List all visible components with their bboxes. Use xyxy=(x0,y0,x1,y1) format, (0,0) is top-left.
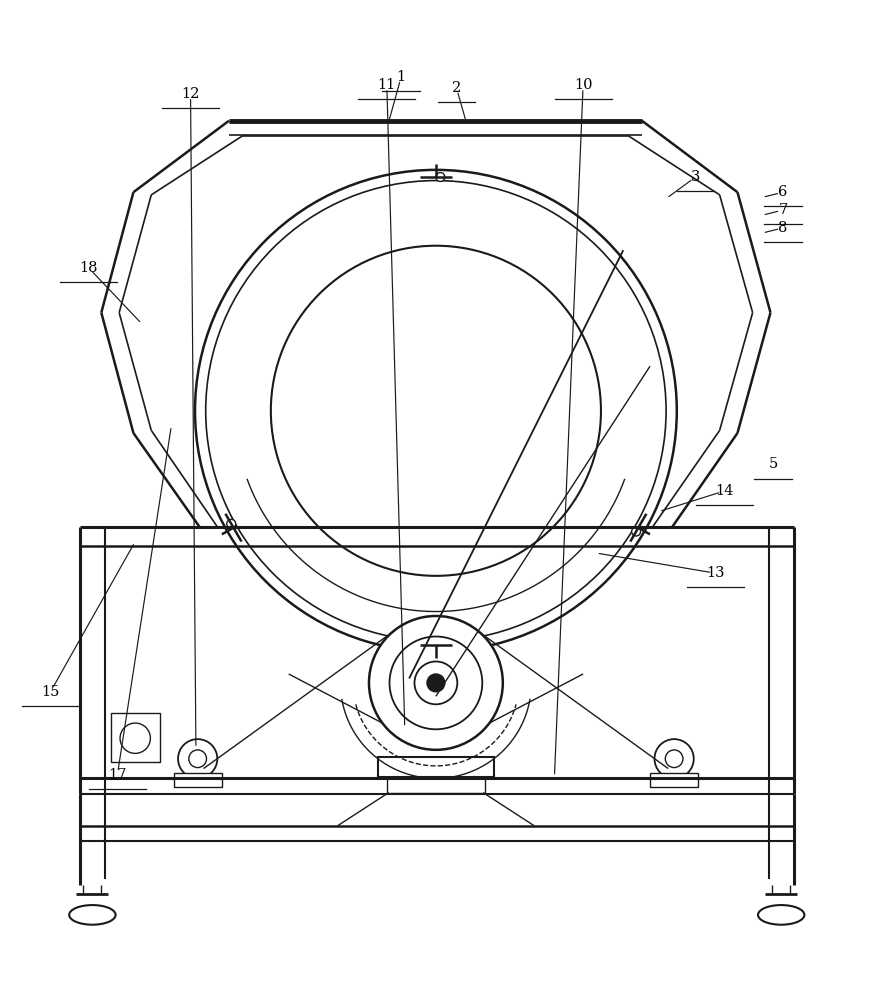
Circle shape xyxy=(435,173,444,181)
Text: 7: 7 xyxy=(778,203,787,217)
Text: 14: 14 xyxy=(714,484,732,498)
Text: 15: 15 xyxy=(41,685,60,699)
Bar xyxy=(173,773,222,787)
Text: 10: 10 xyxy=(573,78,592,92)
Text: 12: 12 xyxy=(181,87,199,101)
Circle shape xyxy=(189,750,207,768)
Circle shape xyxy=(271,246,600,576)
Text: 18: 18 xyxy=(80,261,98,275)
Circle shape xyxy=(389,637,482,729)
Circle shape xyxy=(226,519,235,528)
Circle shape xyxy=(654,739,693,778)
Circle shape xyxy=(368,616,502,750)
Text: 3: 3 xyxy=(690,170,699,184)
Circle shape xyxy=(120,723,150,753)
Circle shape xyxy=(631,527,640,536)
Text: 13: 13 xyxy=(705,566,723,580)
Circle shape xyxy=(206,181,665,641)
Text: 11: 11 xyxy=(377,78,395,92)
Ellipse shape xyxy=(757,905,804,925)
Text: 2: 2 xyxy=(451,81,460,95)
Circle shape xyxy=(664,750,682,768)
Bar xyxy=(377,757,493,777)
Text: 1: 1 xyxy=(396,70,405,84)
Bar xyxy=(386,777,485,793)
Text: 17: 17 xyxy=(108,768,126,782)
Circle shape xyxy=(426,674,444,692)
Circle shape xyxy=(426,640,435,649)
Bar xyxy=(649,773,697,787)
Text: 6: 6 xyxy=(778,185,787,199)
Text: 8: 8 xyxy=(778,221,787,235)
Bar xyxy=(111,713,160,762)
Text: 5: 5 xyxy=(768,457,777,471)
Circle shape xyxy=(178,739,217,778)
Ellipse shape xyxy=(69,905,115,925)
Circle shape xyxy=(414,661,457,704)
Circle shape xyxy=(195,170,676,652)
